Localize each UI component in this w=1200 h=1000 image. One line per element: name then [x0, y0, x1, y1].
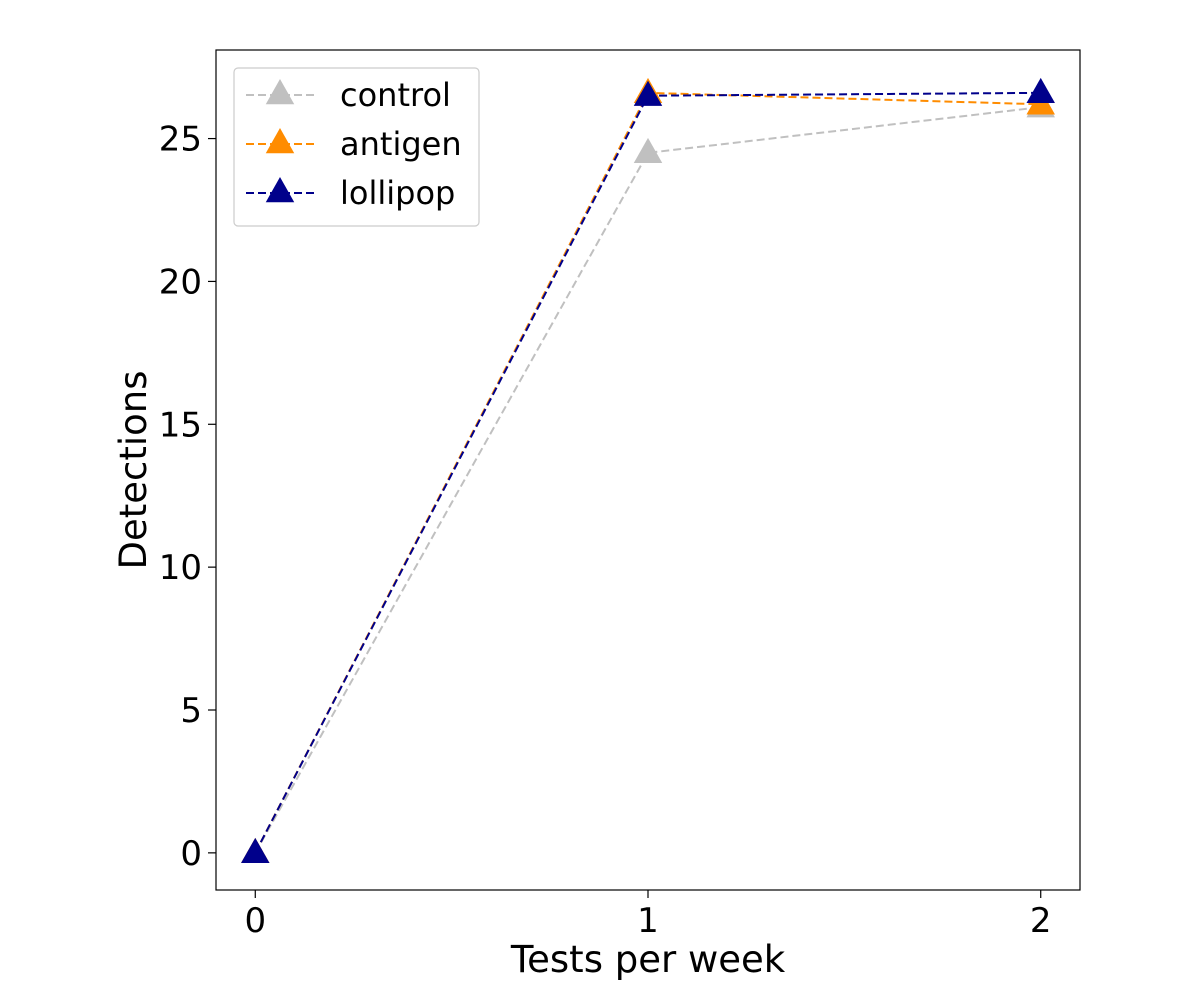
legend-label-antigen: antigen	[340, 125, 462, 163]
y-tick-label: 15	[159, 405, 202, 445]
point-lollipop	[633, 80, 663, 106]
legend-frame	[233, 67, 480, 227]
y-axis-ticks: 0 5 10 15 20 25	[159, 120, 216, 874]
y-tick-label: 20	[159, 262, 202, 302]
x-tick-label: 0	[244, 901, 266, 941]
legend-marker-lollipop	[265, 177, 295, 203]
point-lollipop	[241, 837, 270, 864]
y-tick-label: 25	[159, 120, 202, 160]
series-layer	[241, 77, 1055, 864]
series-line-control	[254, 106, 1041, 854]
y-axis-label: Detections	[112, 370, 155, 569]
x-tick-label: 2	[1030, 901, 1052, 941]
x-tick-label: 1	[637, 901, 659, 941]
point-lollipop	[1026, 77, 1055, 104]
legend-marker-control	[265, 79, 295, 105]
y-tick-label: 10	[159, 548, 202, 588]
legend-label-control: control	[340, 76, 451, 114]
x-axis-label: Tests per week	[510, 938, 786, 981]
y-tick-label: 5	[180, 691, 202, 731]
point-control	[633, 137, 663, 164]
legend-marker-antigen	[265, 128, 295, 154]
legend: control antigen lollipop	[233, 67, 480, 227]
x-axis-ticks: 0 1 2	[244, 890, 1052, 941]
y-tick-label: 0	[180, 834, 202, 874]
legend-entries: control antigen lollipop	[246, 76, 462, 212]
legend-label-lollipop: lollipop	[340, 174, 455, 212]
